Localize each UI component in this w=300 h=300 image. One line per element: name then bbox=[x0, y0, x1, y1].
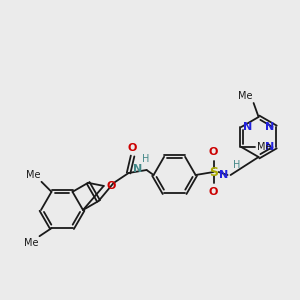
Text: N: N bbox=[133, 164, 142, 174]
Text: O: O bbox=[209, 147, 218, 157]
Text: Me: Me bbox=[257, 142, 272, 152]
Text: N: N bbox=[243, 122, 253, 132]
Text: N: N bbox=[219, 170, 229, 180]
Text: H: H bbox=[142, 154, 149, 164]
Text: S: S bbox=[209, 166, 218, 178]
Text: N: N bbox=[265, 122, 274, 132]
Text: O: O bbox=[107, 181, 116, 191]
Text: Me: Me bbox=[238, 91, 253, 101]
Text: N: N bbox=[265, 142, 274, 152]
Text: H: H bbox=[232, 160, 240, 170]
Text: Me: Me bbox=[24, 238, 38, 248]
Text: Me: Me bbox=[26, 170, 40, 180]
Text: O: O bbox=[209, 187, 218, 197]
Text: O: O bbox=[128, 143, 137, 153]
